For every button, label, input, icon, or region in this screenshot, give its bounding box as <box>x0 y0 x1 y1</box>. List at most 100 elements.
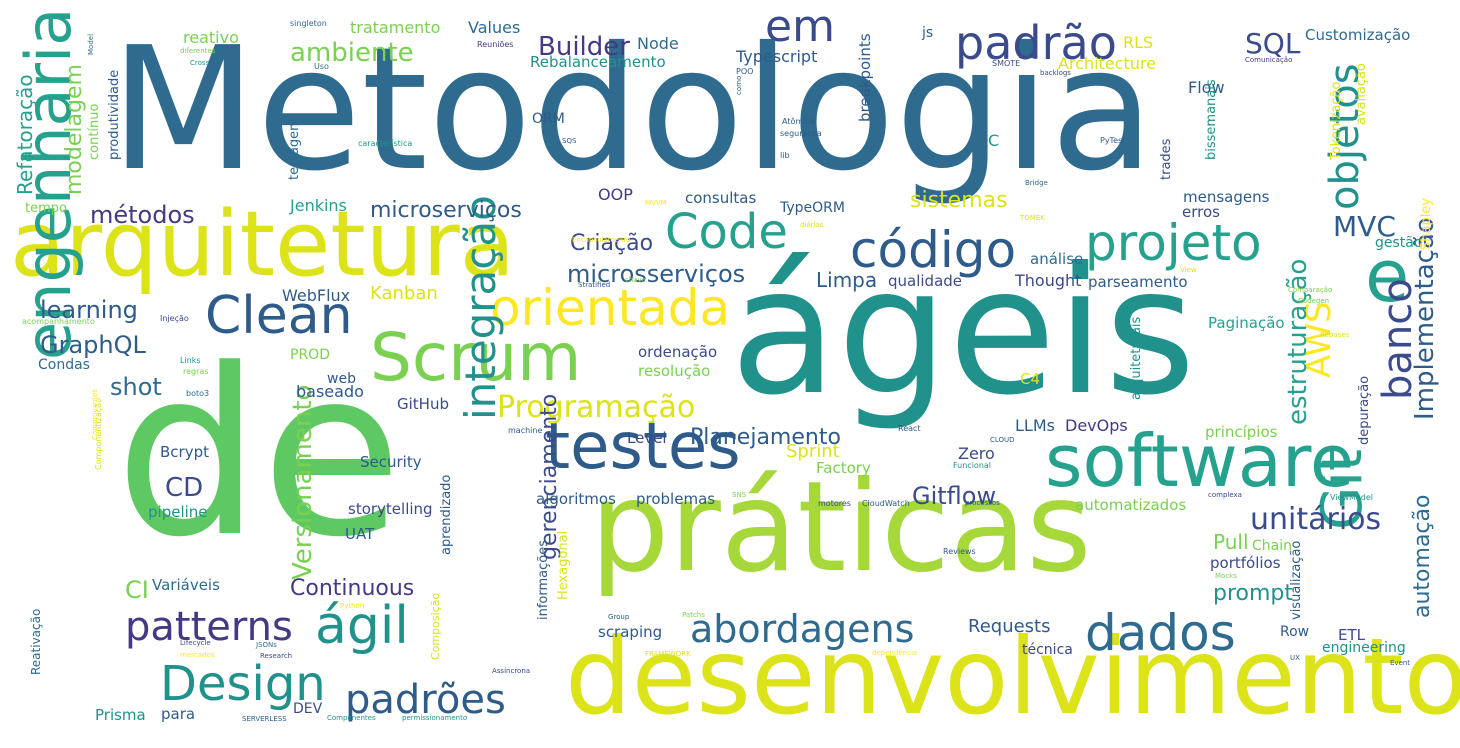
cloud-word: PROD <box>290 347 330 363</box>
cloud-word: gestão <box>1375 235 1423 251</box>
cloud-word: consultas <box>685 189 757 207</box>
cloud-word: Level <box>627 429 667 447</box>
cloud-word: arquiteturais <box>1129 316 1144 400</box>
cloud-word: POO <box>736 67 754 76</box>
cloud-word: Clean <box>205 286 353 346</box>
cloud-word: contínuo <box>87 103 102 160</box>
cloud-word: SMOTE <box>992 59 1021 68</box>
cloud-word: mensagens <box>1183 188 1270 206</box>
cloud-word: Funcional <box>953 461 992 470</box>
cloud-word: tratamento <box>350 18 441 37</box>
cloud-word: Composição <box>429 592 442 660</box>
cloud-word: Comunicação <box>1245 56 1293 64</box>
cloud-word: Row <box>1280 624 1310 640</box>
cloud-word: TypeORM <box>780 200 845 216</box>
cloud-word: Zero <box>958 444 995 463</box>
cloud-word: Bridge <box>1025 179 1048 187</box>
cloud-word: Chain <box>1252 538 1292 554</box>
cloud-word: produtividade <box>107 69 122 160</box>
cloud-word: informações <box>536 540 551 620</box>
cloud-word: ViewModel <box>1330 493 1374 502</box>
cloud-word: diferentes <box>180 47 216 55</box>
cloud-word: para <box>161 705 196 723</box>
cloud-word: como <box>735 75 743 95</box>
cloud-word: SQL <box>1245 27 1301 60</box>
cloud-word: Assíncrona <box>492 667 531 675</box>
cloud-word: scraping <box>598 623 663 641</box>
cloud-word: motores <box>818 499 851 508</box>
cloud-word: orientada <box>490 279 731 337</box>
cloud-word: RLS <box>1123 33 1154 52</box>
cloud-word: Condas <box>38 357 90 373</box>
cloud-word: bissemanais <box>1204 79 1219 160</box>
cloud-word: boto3 <box>186 389 210 398</box>
cloud-word: arquitetura <box>10 192 515 297</box>
cloud-word: Builder <box>538 32 630 62</box>
cloud-word: Kanban <box>370 283 438 304</box>
cloud-word: ORM <box>532 111 565 127</box>
cloud-word: Stratified <box>578 281 611 289</box>
cloud-word: Reuniões <box>477 40 514 49</box>
cloud-word: qualidade <box>888 272 963 290</box>
cloud-word: abordagens <box>690 607 915 651</box>
cloud-word: depuração <box>1357 375 1372 445</box>
cloud-word: Programação <box>497 390 696 425</box>
cloud-word: Uso <box>314 62 329 71</box>
cloud-word: Values <box>468 18 521 37</box>
cloud-word: learning <box>40 296 138 324</box>
cloud-word: SNS <box>732 491 747 499</box>
cloud-word: js <box>922 25 934 41</box>
cloud-word: singleton <box>290 19 327 28</box>
cloud-word: Componentes <box>327 714 376 722</box>
cloud-word: trades <box>1159 138 1174 180</box>
cloud-word: Rebases <box>1320 331 1350 339</box>
cloud-word: portfólios <box>1210 554 1281 572</box>
cloud-word: Node <box>637 34 679 53</box>
cloud-word: Metodologia <box>110 11 1155 209</box>
cloud-word: React <box>898 424 921 433</box>
cloud-word: problemas <box>636 490 716 508</box>
cloud-word: ordenação <box>638 343 718 361</box>
cloud-word: da <box>922 349 931 357</box>
cloud-word: Comprovantes <box>91 388 99 440</box>
cloud-word: Criação <box>570 231 654 256</box>
cloud-word: testagem <box>287 118 302 180</box>
cloud-word: Encapsulamento <box>572 236 631 244</box>
cloud-word: reativo <box>183 28 239 47</box>
cloud-word: Planejamento <box>690 425 841 450</box>
cloud-word: Limpa <box>816 268 878 292</box>
cloud-word: Research <box>260 652 293 660</box>
cloud-word: segurança <box>780 129 822 138</box>
cloud-word: característica <box>358 139 413 148</box>
cloud-word: dados <box>1085 604 1236 662</box>
cloud-word: Shapley <box>1419 197 1434 250</box>
cloud-word: PyTest <box>1100 136 1126 145</box>
cloud-word: testes <box>545 410 741 484</box>
cloud-word: CloudWatch <box>862 499 910 508</box>
cloud-word: Python <box>340 602 365 610</box>
cloud-word: GraphQL <box>40 331 146 359</box>
cloud-word: Comparação <box>1288 286 1333 294</box>
cloud-word: integração <box>456 195 505 420</box>
cloud-word: Mocks <box>1215 572 1237 580</box>
cloud-word: WebFlux <box>282 286 351 305</box>
cloud-word: sistemas <box>910 188 1008 213</box>
cloud-word: ambiente <box>290 38 414 68</box>
cloud-word: CLOUD <box>990 436 1015 444</box>
cloud-word: Versionamento <box>288 384 318 580</box>
cloud-word: breakpoints <box>856 33 874 122</box>
cloud-word: regras <box>183 367 209 376</box>
cloud-word: Architecture <box>1058 54 1156 73</box>
cloud-word: desenvolvimento <box>565 616 1460 738</box>
cloud-word: padrão <box>955 16 1117 70</box>
cloud-word: Code <box>665 204 788 260</box>
cloud-word: CD <box>165 473 204 503</box>
cloud-word: Factory <box>816 459 871 477</box>
cloud-word: práticas <box>590 455 1092 600</box>
cloud-word: patterns <box>125 604 293 650</box>
cloud-word: software <box>1045 419 1355 503</box>
cloud-word: processos <box>965 499 1000 507</box>
cloud-word: storytelling <box>348 500 433 518</box>
cloud-word: Jenkins <box>290 196 347 215</box>
